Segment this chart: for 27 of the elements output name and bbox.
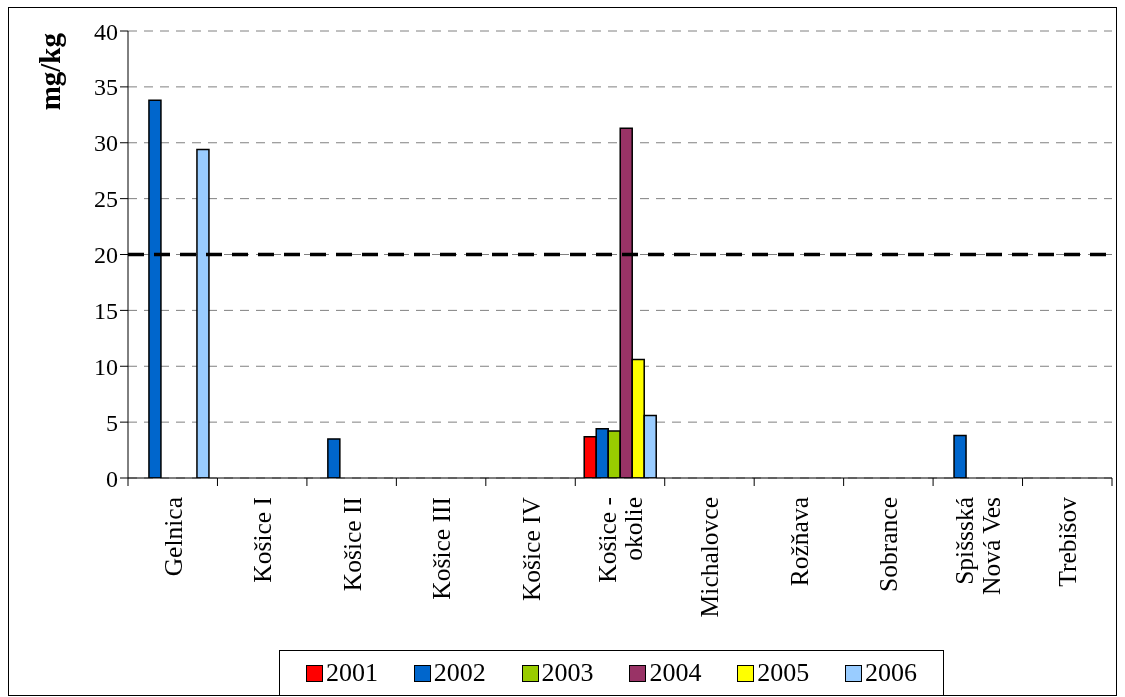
legend-label: 2001: [325, 658, 378, 688]
x-tick-label: Košice I: [247, 497, 277, 583]
x-tick-label: Rožňava: [784, 497, 814, 587]
legend-label: 2004: [649, 658, 702, 688]
x-tick-label: Košice III: [426, 497, 456, 600]
y-tick-label: 35: [94, 74, 118, 101]
x-tick-label: Michalovce: [694, 497, 724, 618]
x-tick-label: Gelnica: [158, 497, 188, 577]
x-tick-label: Košice II: [337, 497, 367, 592]
y-tick-label: 5: [106, 409, 118, 436]
y-axis-title: mg/kg: [34, 32, 66, 111]
legend-label: 2002: [433, 658, 486, 688]
y-tick-label: 10: [94, 353, 118, 380]
legend-label: 2003: [541, 658, 594, 688]
y-tick-label: 30: [94, 130, 118, 157]
y-tick-label: 25: [94, 186, 118, 213]
y-tick-label: 15: [94, 297, 118, 324]
legend-label: 2006: [865, 658, 918, 688]
x-tick-label: Košice IV: [516, 496, 546, 602]
x-tick-label: Trebišov: [1052, 496, 1082, 587]
x-tick-label: Spišsská Nová Ves: [949, 497, 1006, 595]
y-tick-label: 20: [94, 242, 118, 269]
y-tick-label: 40: [94, 18, 118, 45]
x-tick-label: Košice - okolie: [592, 497, 648, 583]
legend-label: 2005: [757, 658, 810, 688]
y-tick-label: 0: [106, 465, 118, 492]
x-tick-label: Sobrance: [873, 497, 903, 592]
